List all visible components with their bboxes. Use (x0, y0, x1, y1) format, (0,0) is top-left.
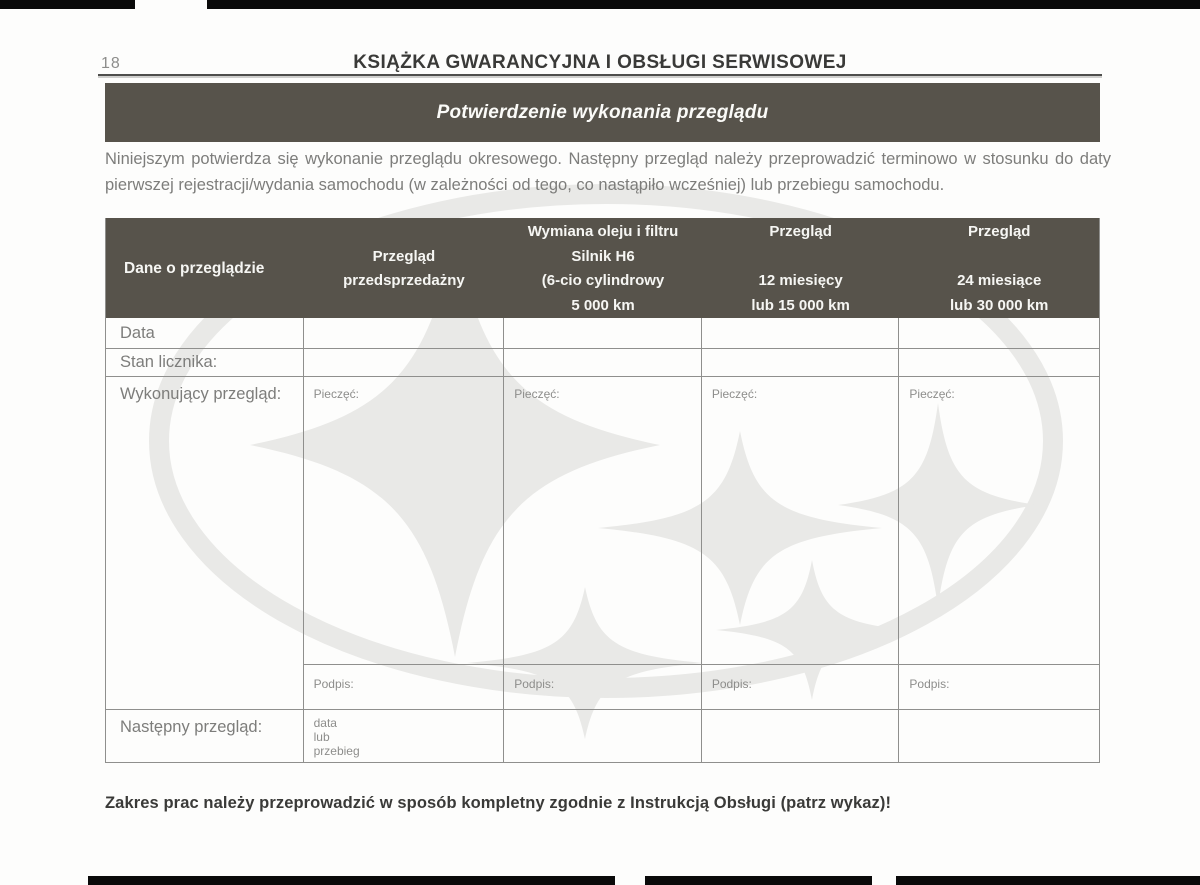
scan-bar-gap (135, 0, 207, 9)
header-inspection-data-label: Dane o przeglądzie (124, 260, 265, 277)
header-24-month-inspection: Przegląd 24 miesiące lub 30 000 km (950, 223, 1049, 314)
scan-artifact-bottom-bar (88, 876, 1200, 885)
table-row-performer: Wykonujący przegląd: Pieczęć: Podpis: Pi… (106, 377, 1099, 710)
date-entry-cell (702, 318, 900, 348)
odometer-entry-cell (899, 349, 1099, 376)
scan-artifact-top-bar (0, 0, 1200, 9)
date-entry-cell (304, 318, 505, 348)
stamp-area: Pieczęć: (899, 377, 1099, 665)
stamp-label: Pieczęć: (313, 387, 359, 401)
page-number: 18 (101, 55, 121, 72)
section-banner: Potwierdzenie wykonania przeglądu (105, 83, 1100, 142)
section-banner-title: Potwierdzenie wykonania przeglądu (436, 101, 769, 123)
table-row-date: Data (106, 318, 1099, 349)
title-underline-rule (98, 74, 1102, 76)
intro-line-1: Niniejszym potwierdza się wykonanie prze… (105, 150, 1111, 168)
header-oil-filter-change: Wymiana oleju i filtru Silnik H6 (6-cio … (527, 223, 679, 314)
table-row-next-inspection: Następny przegląd: data lub przebieg (106, 710, 1099, 763)
intro-line-2: pierwszej rejestracji/wydania samochodu … (105, 176, 945, 194)
performer-cell: Pieczęć: Podpis: (303, 377, 505, 709)
performer-cell: Pieczęć: Podpis: (899, 377, 1099, 709)
signature-label: Podpis: (909, 677, 950, 691)
signature-area: Podpis: (304, 665, 504, 709)
scan-bar-gap (615, 876, 645, 885)
stamp-label: Pieczęć: (909, 387, 955, 401)
performer-row-label: Wykonujący przegląd: (106, 377, 304, 709)
header-presale-inspection: Przegląd przedsprzedażny (343, 247, 465, 290)
stamp-label: Pieczęć: (711, 387, 758, 401)
next-inspection-cell (504, 710, 702, 763)
signature-area: Podpis: (504, 665, 701, 709)
intro-paragraph: Niniejszym potwierdza się wykonanie prze… (105, 146, 1111, 198)
next-inspection-cell (702, 710, 900, 763)
signature-area: Podpis: (702, 665, 899, 709)
signature-label: Podpis: (514, 677, 555, 691)
stamp-area: Pieczęć: (504, 377, 701, 665)
performer-cell: Pieczęć: Podpis: (504, 377, 702, 709)
date-row-label: Data (106, 318, 304, 348)
service-confirmation-table: Dane o przeglądzie Przegląd przedsprzeda… (105, 218, 1100, 763)
next-inspection-row-label: Następny przegląd: (106, 710, 304, 763)
date-entry-cell (504, 318, 702, 348)
header-inspection-data: Dane o przeglądzie (106, 218, 304, 318)
stamp-area: Pieczęć: (701, 377, 899, 665)
next-inspection-cell: data lub przebieg (304, 710, 505, 763)
table-row-odometer: Stan licznika: (106, 349, 1099, 377)
date-entry-cell (899, 318, 1099, 348)
table-header-row: Dane o przeglądzie Przegląd przedsprzeda… (106, 218, 1099, 318)
signature-label: Podpis: (711, 677, 752, 691)
stamp-label: Pieczęć: (514, 387, 560, 401)
odometer-entry-cell (702, 349, 900, 376)
odometer-row-label: Stan licznika: (106, 349, 304, 376)
scope-of-work-note: Zakres prac należy przeprowadzić w sposó… (105, 794, 892, 812)
signature-label: Podpis: (313, 677, 354, 691)
odometer-entry-cell (304, 349, 505, 376)
page-title: KSIĄŻKA GWARANCYJNA I OBSŁUGI SERWISOWEJ (353, 52, 847, 73)
scan-bar-gap (872, 876, 896, 885)
performer-cell: Pieczęć: Podpis: (701, 377, 900, 709)
stamp-area: Pieczęć: (303, 377, 504, 665)
odometer-entry-cell (504, 349, 702, 376)
header-12-month-inspection: Przegląd 12 miesięcy lub 15 000 km (751, 223, 850, 314)
signature-area: Podpis: (899, 665, 1099, 709)
next-inspection-cell (899, 710, 1099, 763)
